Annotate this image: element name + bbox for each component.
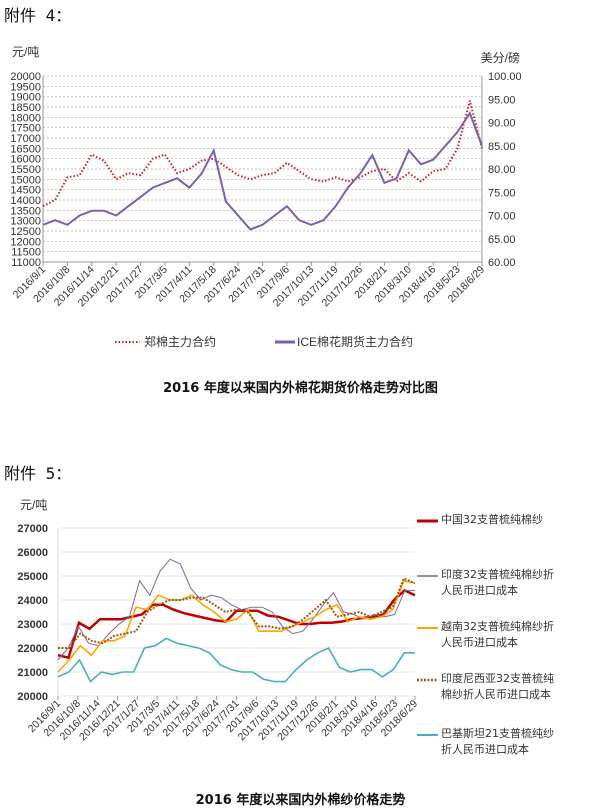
legend-item-2: 越南32支普梳纯棉纱折人民币进口成本	[441, 620, 554, 649]
legend-item-4: 巴基斯坦21支普梳纯纱折人民币进口成本	[441, 727, 554, 756]
y-tick-label: 20000	[17, 691, 48, 703]
y-right-tick-label: 70.00	[488, 211, 516, 223]
y-left-tick-label: 18000	[10, 112, 41, 124]
left-axis-unit: 元/吨	[12, 45, 39, 59]
y-right-tick-label: 85.00	[488, 141, 516, 153]
y-left-tick-label: 16000	[10, 154, 41, 166]
y-tick-label: 22000	[17, 643, 48, 655]
y-left-tick-label: 11000	[11, 257, 41, 269]
y-right-tick-label: 65.00	[488, 234, 516, 246]
series-ice-line	[42, 111, 483, 231]
y-left-tick-label: 17000	[10, 133, 41, 145]
legend-label: 印度32支普梳纯棉纱折人民币进口成本	[441, 568, 554, 597]
y-tick-label: 27000	[17, 523, 48, 535]
y-left-tick-label: 14000	[10, 195, 41, 207]
y-axis-unit: 元/吨	[20, 498, 47, 512]
series-zhengmian-line	[42, 100, 483, 208]
right-axis-unit: 美分/磅	[481, 50, 520, 65]
cotton-futures-chart: 元/吨 美分/磅 200001950019000185001800017500170…	[10, 45, 522, 349]
chart1-title: 2016 年度以来国内外棉花期货价格走势对比图	[163, 381, 438, 396]
y-left-tick-label: 11500	[11, 247, 41, 259]
cotton-yarn-chart: 元/吨 27000 26000 25000 24000 23000 22000 21000 20…	[17, 498, 554, 756]
y-right-tick-label: 100.00	[488, 71, 522, 83]
y-right-tick-label: 75.00	[488, 187, 516, 199]
chart2-title: 2016 年度以来国内外棉纱价格走势	[195, 793, 406, 808]
legend-item-1: 印度32支普梳纯棉纱折人民币进口成本	[441, 568, 554, 597]
legend-label-ice: ICE棉花期货主力合约	[297, 334, 413, 349]
y-left-tick-label: 15000	[10, 174, 41, 186]
y-left-tick-label: 20000	[10, 71, 41, 83]
legend-label: 中国32支普梳纯棉纱	[441, 513, 543, 526]
legend-label: 巴基斯坦21支普梳纯纱折人民币进口成本	[441, 727, 554, 756]
y-left-tick-label: 12500	[10, 226, 41, 238]
y-left-tick-label: 17500	[10, 123, 41, 135]
attachment-5-label: 附件 5：	[4, 464, 72, 483]
y-right-tick-label: 80.00	[488, 164, 516, 176]
y-tick-label: 21000	[17, 667, 48, 679]
y-right-tick-label: 90.00	[488, 118, 516, 130]
series-line-3	[58, 577, 416, 649]
y-left-tick-label: 13500	[10, 205, 41, 217]
y-tick-label: 26000	[17, 547, 48, 559]
series-line-1	[57, 558, 415, 661]
y-left-tick-label: 19500	[10, 81, 41, 93]
y-tick-label: 24000	[17, 595, 48, 607]
y-right-tick-label: 60.00	[488, 257, 516, 269]
legend-label: 越南32支普梳纯棉纱折人民币进口成本	[441, 620, 554, 649]
legend-item-3: 印度尼西亚32支普梳纯棉纱折人民币进口成本	[441, 672, 554, 701]
legend-label-zhengmian: 郑棉主力合约	[144, 334, 216, 349]
y-tick-label: 25000	[17, 571, 48, 583]
y-left-tick-label: 19000	[10, 92, 41, 104]
y-left-tick-label: 16500	[10, 143, 41, 155]
y-right-tick-label: 95.00	[488, 94, 516, 106]
attachment-4-label: 附件 4：	[4, 6, 72, 25]
y-left-tick-label: 12000	[10, 236, 41, 248]
y-tick-label: 23000	[17, 619, 48, 631]
legend-label: 印度尼西亚32支普梳纯棉纱折人民币进口成本	[441, 672, 554, 701]
series-line-2	[57, 579, 416, 673]
series-line-4	[57, 637, 415, 683]
y-left-tick-label: 13000	[10, 216, 41, 228]
y-left-tick-label: 18500	[10, 102, 41, 114]
y-left-tick-label: 14500	[10, 185, 41, 197]
y-left-tick-label: 15500	[10, 164, 41, 176]
legend-item-0: 中国32支普梳纯棉纱	[441, 513, 543, 526]
